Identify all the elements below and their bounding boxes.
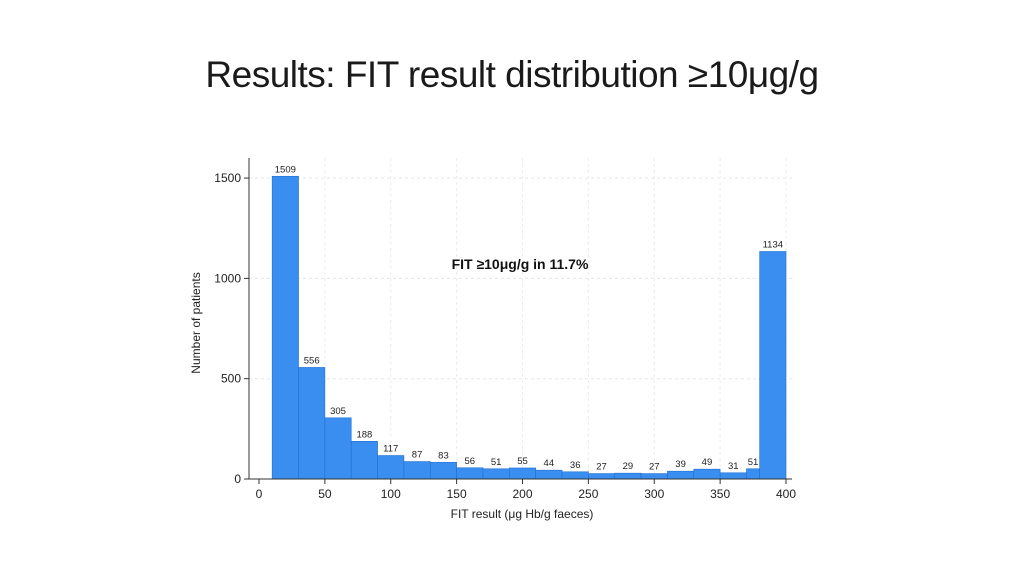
x-tick-label: 100	[381, 487, 401, 501]
bar-value-label: 51	[491, 457, 502, 468]
bar-value-label: 44	[544, 458, 555, 469]
x-tick-label: 50	[318, 487, 332, 501]
histogram-bar	[667, 470, 695, 480]
histogram-bars	[271, 175, 787, 480]
y-tick-label: 1500	[214, 171, 241, 185]
x-tick-label: 400	[776, 487, 796, 501]
axes	[244, 158, 792, 484]
tick-labels: 0 500 1000 1500 0 50 100 150 200 250 300 350 400	[214, 171, 796, 501]
x-tick-label: 350	[710, 487, 730, 501]
bar-value-label: 36	[570, 460, 581, 471]
histogram-bar	[429, 462, 457, 480]
histogram-bar	[482, 468, 510, 480]
histogram-bar	[693, 468, 721, 480]
histogram-bar	[614, 472, 642, 480]
y-tick-label: 500	[221, 372, 241, 386]
bar-value-label: 27	[649, 462, 660, 473]
histogram-bar	[759, 251, 787, 480]
bar-value-label: 39	[675, 459, 686, 470]
bar-value-label: 83	[438, 450, 449, 461]
bar-value-label: 87	[412, 450, 423, 461]
x-tick-label: 300	[644, 487, 664, 501]
bar-value-label: 49	[702, 457, 713, 468]
histogram-bar	[535, 469, 563, 480]
bar-value-label: 305	[330, 406, 346, 417]
histogram-bar	[640, 473, 668, 480]
x-tick-label: 150	[447, 487, 467, 501]
histogram-bar	[746, 468, 760, 480]
x-tick-label: 250	[578, 487, 598, 501]
slide-title: Results: FIT result distribution ≥10μg/g	[205, 54, 819, 95]
bar-value-label: 31	[728, 461, 739, 472]
x-axis-title: FIT result (μg Hb/g faeces)	[451, 507, 594, 521]
y-tick-label: 0	[234, 472, 241, 486]
bar-value-label: 51	[748, 457, 759, 468]
bar-value-label: 27	[596, 462, 607, 473]
bar-value-label: 55	[517, 456, 528, 467]
bar-value-label: 117	[383, 444, 398, 455]
histogram-bar	[719, 472, 747, 480]
histogram-bar	[324, 417, 352, 480]
histogram-bar	[403, 461, 431, 480]
gridlines	[249, 158, 792, 479]
chart-annotation: FIT ≥10μg/g in 11.7%	[452, 256, 589, 272]
histogram-bar	[588, 473, 616, 480]
bar-value-label: 556	[304, 355, 320, 366]
bar-value-labels: 1509 556 305 188 117 87 83 56 51 55 44 36 27 29 27 39 49…	[275, 164, 783, 472]
bar-value-label: 1134	[763, 239, 783, 250]
y-tick-label: 1000	[214, 271, 241, 285]
x-tick-label: 0	[256, 487, 263, 501]
histogram-bar	[350, 440, 378, 480]
bar-value-label: 188	[356, 429, 372, 440]
bar-value-label: 1509	[275, 164, 296, 175]
histogram-bar	[377, 455, 405, 480]
bar-value-label: 29	[623, 461, 634, 472]
y-axis-title: Number of patients	[189, 272, 203, 373]
x-tick-label: 200	[512, 487, 532, 501]
histogram-bar	[271, 175, 299, 480]
histogram-bar	[298, 367, 326, 480]
bar-value-label: 56	[465, 456, 476, 467]
histogram-bar	[509, 467, 536, 480]
histogram-bar	[561, 471, 589, 480]
histogram-bar	[456, 467, 484, 480]
